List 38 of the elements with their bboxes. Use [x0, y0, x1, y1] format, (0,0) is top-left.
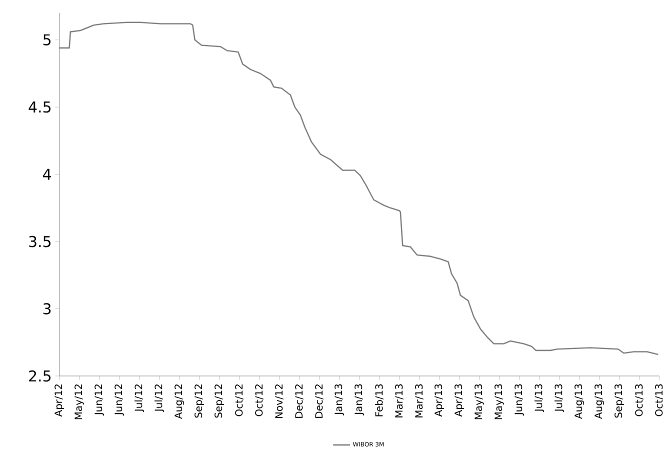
- x-tick-label: Dec/12: [295, 384, 304, 418]
- x-tick-label: Nov/12: [275, 384, 284, 418]
- y-tick-label: 3: [43, 303, 51, 314]
- x-tick-label: Jul/13: [534, 384, 544, 412]
- x-tick-label: Mar/13: [395, 384, 404, 418]
- x-tick-label: Apr/12: [54, 384, 64, 417]
- x-tick-label: Aug/13: [594, 384, 604, 419]
- x-tick-label: Jan/13: [334, 384, 344, 416]
- y-tick-label: 2.5: [29, 370, 50, 382]
- x-tick-label: Apr/13: [434, 384, 444, 417]
- x-tick-label: Oct/13: [635, 384, 644, 416]
- x-tick-label: Sep/12: [214, 384, 224, 418]
- x-tick-label: Oct/13: [655, 384, 663, 416]
- x-tick-label: Feb/13: [375, 384, 384, 416]
- x-tick-label: Oct/12: [235, 384, 244, 416]
- x-tick-label: Jun/12: [94, 384, 104, 416]
- x-tick-label: Dec/12: [315, 384, 324, 418]
- x-tick-label: Jul/12: [134, 384, 144, 412]
- y-tick-label: 4.5: [28, 102, 50, 113]
- line-series: [58, 22, 659, 356]
- x-tick-label: Aug/12: [174, 384, 184, 419]
- x-tick-label: Jul/13: [554, 384, 564, 412]
- x-tick-label: Jan/13: [354, 384, 364, 416]
- x-tick-label: May/13: [494, 384, 504, 420]
- x-tick-label: Sep/13: [614, 384, 624, 418]
- x-tick-label: Sep/12: [194, 384, 204, 418]
- x-tick-label: May/12: [74, 384, 84, 420]
- x-tick-label: Jun/12: [114, 384, 124, 416]
- x-tick-label: Oct/12: [255, 384, 264, 416]
- x-tick-label: Jul/12: [154, 384, 164, 412]
- x-tick-label: Jun/13: [514, 384, 524, 416]
- y-tick-label: 3.5: [29, 236, 50, 248]
- x-tick-label: Aug/13: [574, 384, 584, 419]
- y-tick-label: 5: [43, 34, 50, 46]
- x-tick-label: Mar/13: [415, 384, 424, 418]
- y-tick-label: 4: [43, 168, 51, 180]
- x-tick-label: Apr/13: [454, 384, 464, 417]
- x-tick-label: May/13: [474, 384, 484, 420]
